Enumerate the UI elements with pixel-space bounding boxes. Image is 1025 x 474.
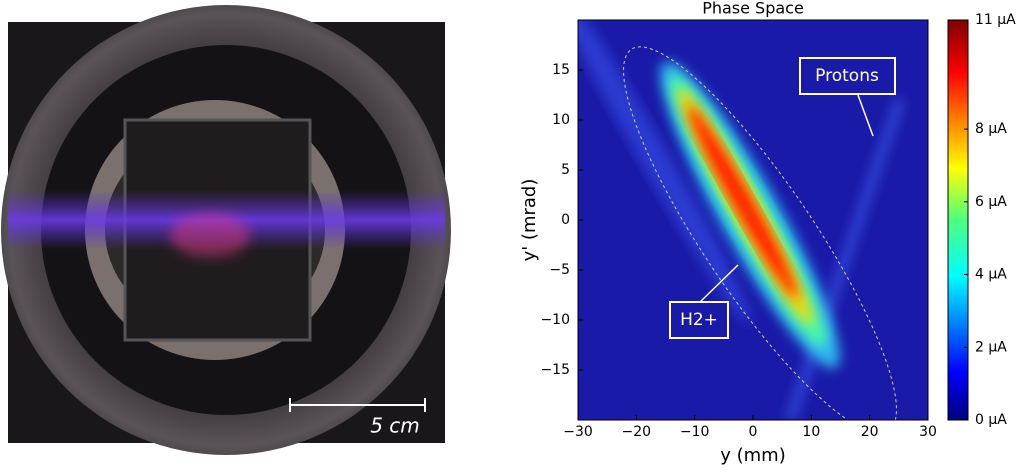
annotation: H2+ (680, 310, 718, 330)
x-tick-label: 0 (749, 424, 758, 440)
annotation: Protons (815, 66, 879, 86)
scale-label: 5 cm (370, 414, 420, 438)
colorbar-tick-label: 11 μA (975, 12, 1016, 28)
x-tick-label: −20 (622, 424, 652, 440)
y-tick-label: 15 (552, 62, 570, 78)
y-axis-label: y' (mrad) (519, 179, 540, 262)
colorbar-tick-label: 8 μA (975, 121, 1007, 137)
colorbar-tick-label: 4 μA (975, 267, 1007, 283)
y-tick-label: 5 (561, 162, 570, 178)
y-tick-label: 0 (561, 212, 570, 228)
x-tick-label: −10 (680, 424, 710, 440)
x-tick-label: 10 (802, 424, 820, 440)
y-tick-label: −15 (540, 362, 570, 378)
x-tick-label: 30 (919, 424, 937, 440)
y-tick-label: −5 (549, 262, 570, 278)
y-tick-label: −10 (540, 312, 570, 328)
y-tick-label: 10 (552, 112, 570, 128)
chart-title: Phase Space (702, 0, 804, 18)
x-tick-label: 20 (861, 424, 879, 440)
colorbar-tick-label: 2 μA (975, 339, 1007, 355)
colorbar (947, 19, 969, 421)
photo: 5 cm (1, 5, 451, 455)
colorbar-tick-label: 0 μA (975, 412, 1007, 428)
x-axis-label: y (mm) (720, 445, 786, 466)
x-tick-label: −30 (563, 424, 593, 440)
colorbar-tick-label: 6 μA (975, 194, 1007, 210)
heatmap (578, 20, 928, 420)
